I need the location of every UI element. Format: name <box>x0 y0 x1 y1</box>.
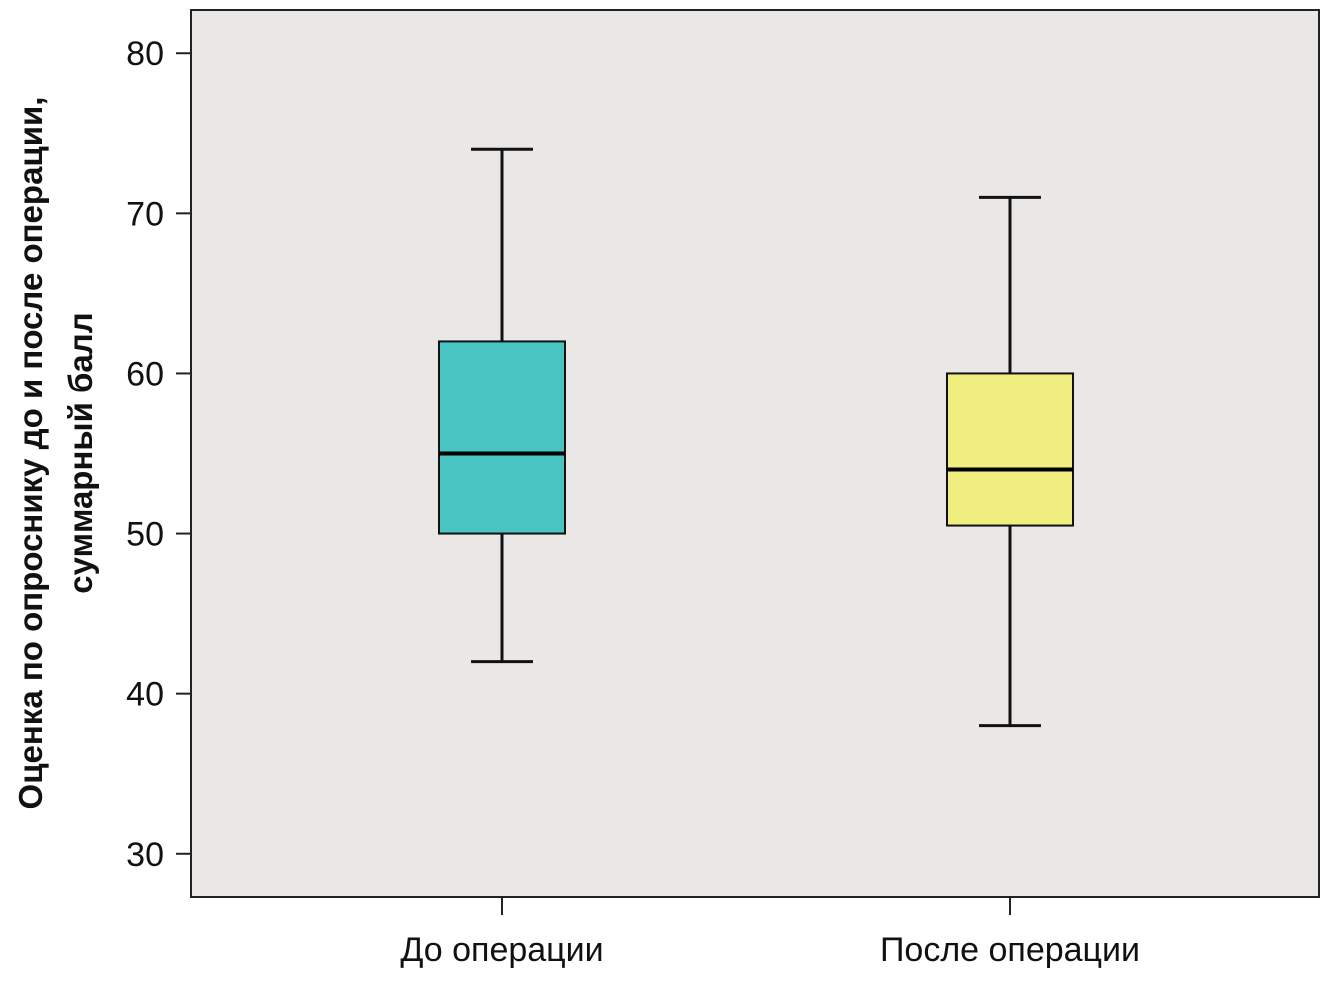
y-tick-label: 60 <box>126 355 164 393</box>
x-category-label: До операции <box>400 931 603 969</box>
y-tick-label: 70 <box>126 195 164 233</box>
y-axis-title-line-2: суммарный балл <box>62 312 99 593</box>
y-tick-label: 30 <box>126 836 164 874</box>
plot-area <box>190 9 1320 898</box>
y-axis-title-line-1: Оценка по опроснику до и после операции, <box>12 97 49 810</box>
y-tick-label: 40 <box>126 676 164 714</box>
y-axis: 30 40 50 60 70 80 <box>126 35 191 874</box>
y-tick-label: 80 <box>126 35 164 73</box>
x-axis: До операции После операции <box>400 897 1140 969</box>
box-group <box>438 147 566 664</box>
boxes <box>438 147 1074 728</box>
iqr-box <box>946 372 1074 527</box>
box-group <box>946 195 1074 728</box>
x-category-label: После операции <box>880 931 1140 969</box>
y-tick-label: 50 <box>126 516 164 554</box>
iqr-box <box>438 340 566 535</box>
